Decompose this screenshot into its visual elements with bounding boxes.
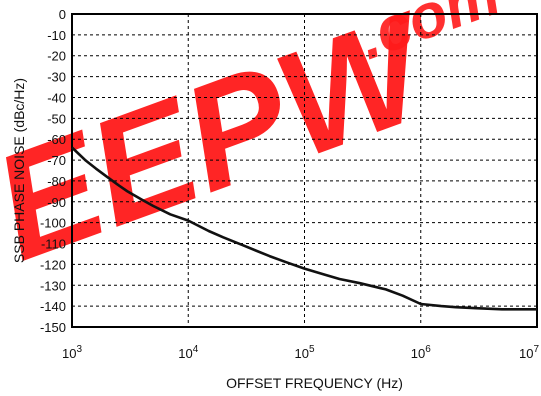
y-tick-label: -140 [40, 299, 66, 314]
x-tick-label: 105 [294, 344, 314, 361]
y-tick-label: -10 [47, 28, 66, 43]
x-tick-label: 106 [411, 344, 431, 361]
y-tick-label: -40 [47, 90, 66, 105]
y-tick-label: -70 [47, 153, 66, 168]
y-axis-title: SSB PHASE NOISE (dBc/Hz) [11, 78, 27, 263]
y-tick-label: -90 [47, 195, 66, 210]
y-tick-label: -100 [40, 216, 66, 231]
y-axis-ticks: 0 -10 -20 -30 -40 -50 -60 -70 -80 -90 -100 -110 -120… [40, 7, 66, 335]
x-axis-title: OFFSET FREQUENCY (Hz) [226, 375, 403, 391]
y-tick-label: -30 [47, 70, 66, 85]
grid [72, 14, 537, 327]
y-tick-label: -80 [47, 174, 66, 189]
y-tick-label: -120 [40, 257, 66, 272]
series-line [71, 146, 537, 311]
x-tick-label: 103 [62, 344, 82, 361]
y-tick-label: -130 [40, 278, 66, 293]
y-tick-label: -60 [47, 132, 66, 147]
watermark-suffix: .com [349, 0, 509, 73]
x-tick-label: 104 [178, 344, 198, 361]
series-layer [71, 146, 537, 311]
y-tick-label: -150 [40, 320, 66, 335]
y-tick-label: 0 [59, 7, 66, 22]
y-tick-label: -50 [47, 111, 66, 126]
y-tick-label: -110 [41, 237, 66, 252]
y-tick-label: -20 [47, 49, 66, 64]
x-axis-ticks: 103 104 105 106 107 [62, 344, 539, 361]
x-tick-label: 107 [519, 344, 539, 361]
watermark: EEPW.com [0, 0, 509, 292]
